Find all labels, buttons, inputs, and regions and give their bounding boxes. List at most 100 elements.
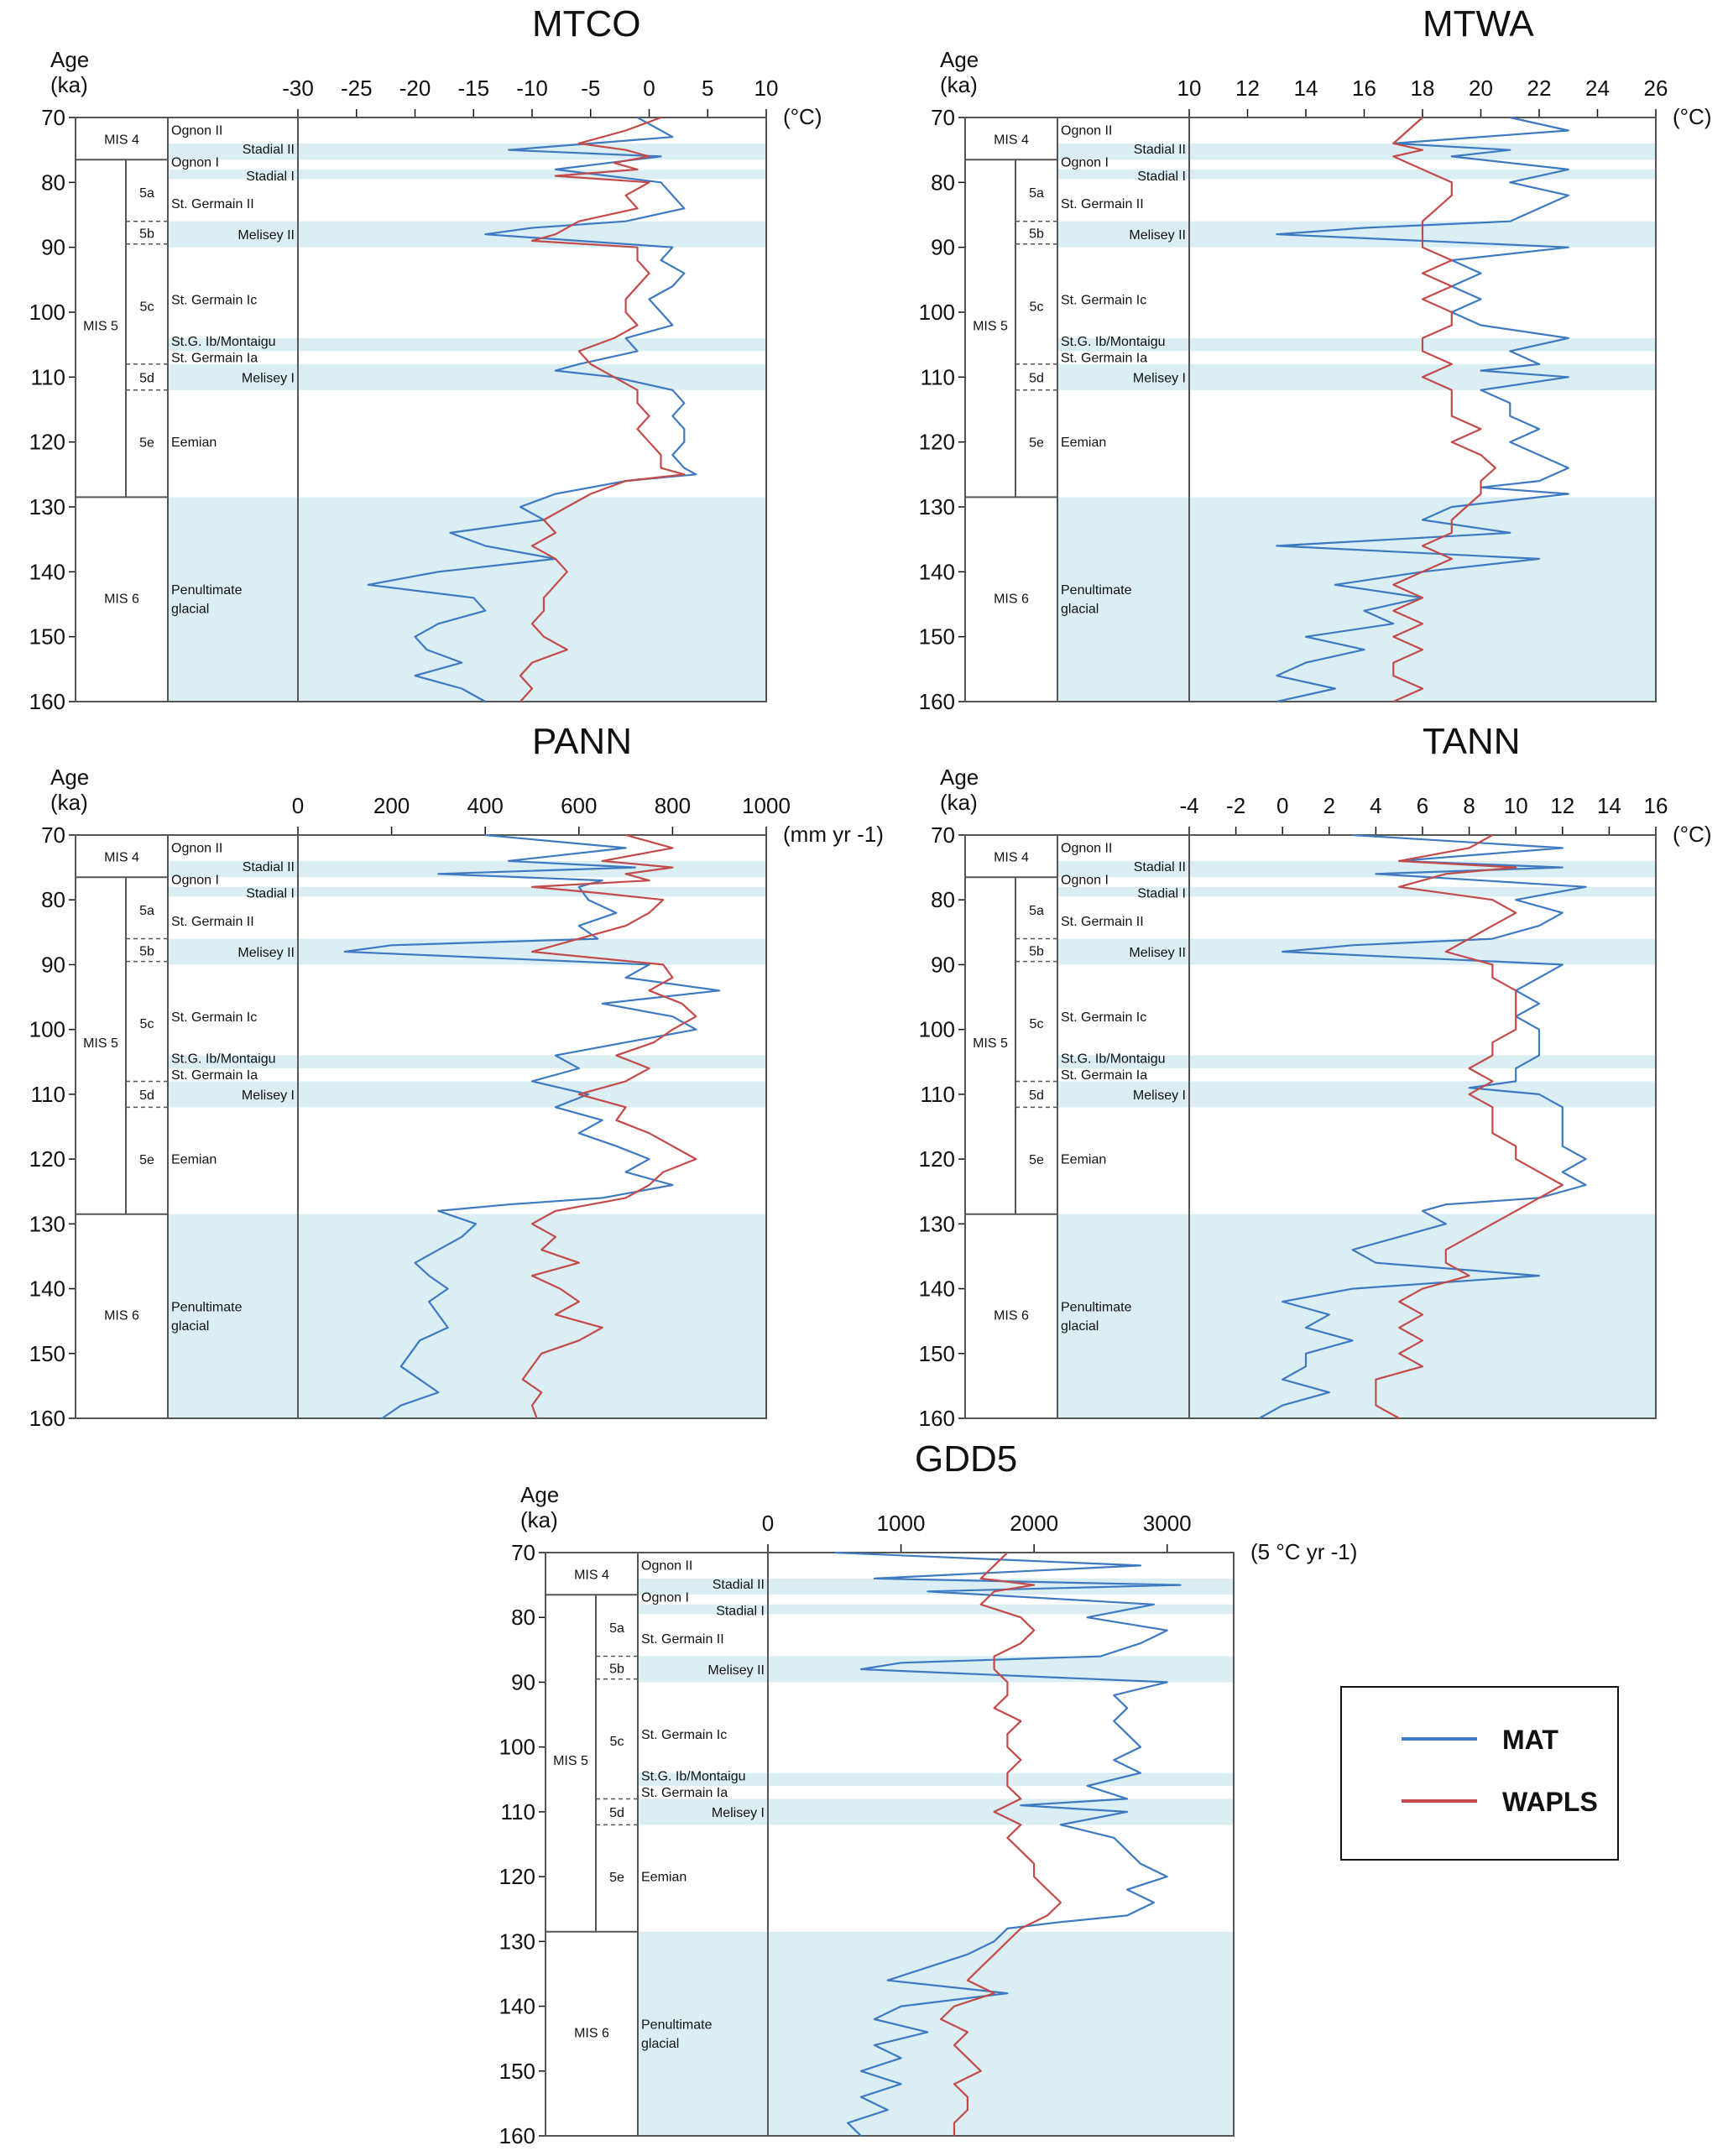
substage-label-5d: 5d — [1029, 371, 1044, 385]
y-tick-label: 70 — [511, 1540, 535, 1565]
event-label: Stadial II — [713, 1578, 765, 1592]
age-axis-unit: (ka) — [940, 72, 978, 97]
x-tick-label: 5 — [702, 76, 713, 101]
event-label: St.G. Ib/Montaigu — [171, 1052, 276, 1067]
event-label: Ognon II — [171, 841, 222, 855]
event-label: Penultimate — [171, 583, 243, 598]
y-tick-label: 80 — [41, 170, 65, 195]
x-unit-label: (°C) — [1673, 822, 1712, 847]
event-label: Melisey II — [238, 946, 295, 960]
x-tick-label: 0 — [643, 76, 655, 101]
substage-label-5a: 5a — [1029, 904, 1044, 918]
substage-label-5b: 5b — [139, 944, 154, 958]
event-label: Ognon II — [641, 1558, 692, 1573]
x-tick-label: 12 — [1235, 76, 1260, 101]
y-tick-label: 70 — [41, 105, 65, 130]
event-label: St.G. Ib/Montaigu — [1061, 335, 1166, 349]
y-tick-label: 100 — [919, 300, 955, 325]
shaded-interval — [168, 497, 766, 702]
y-tick-label: 80 — [41, 887, 65, 912]
event-label: St. Germain Ic — [171, 294, 257, 308]
y-tick-label: 150 — [499, 2059, 535, 2084]
y-tick-label: 100 — [499, 1735, 535, 1760]
x-tick-label: 6 — [1417, 793, 1428, 818]
event-label: Stadial II — [243, 143, 295, 157]
shaded-interval — [638, 1931, 1234, 2136]
panel-frame — [964, 117, 1657, 702]
event-label: Melisey I — [712, 1806, 765, 1820]
event-label: Eemian — [1061, 436, 1106, 450]
x-tick-label: -30 — [282, 76, 314, 101]
y-tick-label: 150 — [919, 1341, 955, 1366]
panel-mtwa: MTWA 10 12 14 16 18 20 22 24 26(°C) Age(ka) 70 80 90 1… — [919, 3, 1712, 714]
age-axis-label: Age — [50, 47, 89, 72]
event-label: Melisey II — [1129, 946, 1186, 960]
event-label: St.G. Ib/Montaigu — [1061, 1052, 1166, 1067]
y-tick-label: 100 — [29, 1017, 65, 1042]
substage-label-5a: 5a — [139, 904, 154, 918]
event-label: glacial — [171, 1319, 209, 1334]
mis4-label: MIS 4 — [574, 1568, 609, 1582]
x-tick-label: 600 — [561, 793, 597, 818]
shaded-interval — [1057, 221, 1656, 248]
substage-label-5e: 5e — [1029, 436, 1044, 451]
substage-label-5e: 5e — [1029, 1153, 1044, 1167]
age-axis-unit: (ka) — [520, 1507, 558, 1532]
x-tick-label: -25 — [341, 76, 373, 101]
shaded-interval — [1057, 337, 1656, 352]
event-label: Ognon I — [641, 1591, 689, 1605]
event-label: Ognon I — [1061, 156, 1109, 170]
x-unit-label: (5 °C yr -1) — [1250, 1539, 1357, 1564]
event-label: Eemian — [171, 436, 217, 450]
x-tick-label: 0 — [762, 1511, 774, 1536]
y-tick-label: 130 — [919, 1211, 955, 1236]
mis6-label: MIS 6 — [104, 592, 139, 606]
mis6-label: MIS 6 — [994, 1308, 1029, 1323]
event-label: Penultimate — [641, 2018, 713, 2032]
x-tick-label: 12 — [1550, 793, 1574, 818]
shaded-interval — [168, 886, 766, 897]
event-label: Melisey I — [1133, 371, 1186, 385]
shaded-interval — [1057, 938, 1656, 965]
series-line-wapls — [519, 116, 686, 702]
y-tick-label: 150 — [919, 624, 955, 650]
y-tick-label: 80 — [511, 1605, 535, 1630]
y-tick-label: 120 — [919, 1146, 955, 1172]
substage-label-5b: 5b — [1029, 227, 1044, 242]
y-tick-label: 110 — [921, 1082, 955, 1107]
event-label: St. Germain Ia — [1061, 1068, 1147, 1083]
y-tick-label: 160 — [29, 1406, 65, 1431]
panel-title: MTCO — [532, 3, 641, 44]
event-label: Melisey I — [242, 1088, 295, 1103]
event-label: Ognon II — [171, 123, 222, 138]
series-line-wapls — [521, 833, 697, 1419]
y-tick-label: 130 — [29, 1211, 65, 1236]
panel-frame — [964, 834, 1657, 1419]
x-tick-label: 1000 — [742, 793, 791, 818]
substage-label-5d: 5d — [1029, 1088, 1044, 1103]
shaded-interval — [1057, 143, 1656, 160]
y-tick-label: 160 — [919, 1406, 955, 1431]
event-label: St. Germain Ic — [171, 1010, 257, 1025]
y-tick-label: 90 — [41, 952, 65, 977]
y-tick-label: 140 — [29, 559, 65, 584]
y-tick-label: 150 — [29, 624, 65, 650]
event-label: Melisey I — [242, 371, 295, 385]
substage-label-5a: 5a — [609, 1621, 624, 1636]
substage-label-5c: 5c — [1030, 300, 1044, 314]
substage-label-5b: 5b — [1029, 944, 1044, 958]
event-label: Stadial II — [1134, 860, 1186, 874]
x-tick-label: 10 — [1504, 793, 1528, 818]
substage-label-5b: 5b — [139, 227, 154, 242]
x-tick-label: 400 — [467, 793, 504, 818]
panel-mtco: MTCO -30 -25 -20 -15 -10 -5 0 5 10(°C) Age(ka) 70 80… — [29, 3, 822, 714]
series-line-mat — [343, 833, 721, 1419]
age-axis-label: Age — [50, 765, 89, 790]
event-label: Stadial II — [243, 860, 295, 874]
y-tick-label: 110 — [501, 1799, 535, 1825]
event-label: St.G. Ib/Montaigu — [641, 1770, 746, 1784]
y-tick-label: 120 — [29, 430, 65, 455]
shaded-interval — [1057, 169, 1656, 180]
event-label: Eemian — [171, 1152, 217, 1167]
